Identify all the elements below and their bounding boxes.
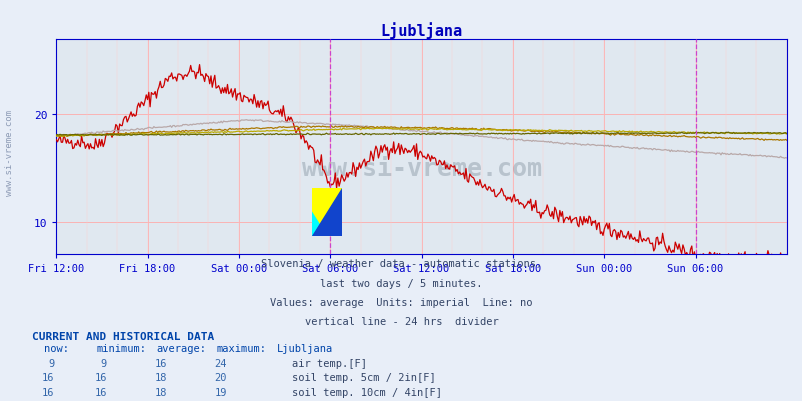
Text: CURRENT AND HISTORICAL DATA: CURRENT AND HISTORICAL DATA	[32, 331, 214, 341]
Text: 16: 16	[154, 358, 167, 368]
Text: 9: 9	[48, 358, 55, 368]
Text: average:: average:	[156, 343, 206, 353]
Polygon shape	[311, 213, 326, 237]
Text: vertical line - 24 hrs  divider: vertical line - 24 hrs divider	[304, 316, 498, 326]
Text: now:: now:	[44, 343, 69, 353]
Text: www.si-vreme.com: www.si-vreme.com	[302, 157, 541, 181]
Text: Ljubljana: Ljubljana	[277, 343, 333, 353]
Text: Slovenia / weather data - automatic stations.: Slovenia / weather data - automatic stat…	[261, 259, 541, 269]
Text: 16: 16	[42, 373, 55, 383]
Text: 18: 18	[154, 387, 167, 397]
Text: last two days / 5 minutes.: last two days / 5 minutes.	[320, 278, 482, 288]
Text: soil temp. 10cm / 4in[F]: soil temp. 10cm / 4in[F]	[292, 387, 442, 397]
Text: 16: 16	[94, 387, 107, 397]
Polygon shape	[311, 188, 342, 237]
Text: 9: 9	[100, 358, 107, 368]
Title: Ljubljana: Ljubljana	[380, 22, 462, 39]
Text: maximum:: maximum:	[217, 343, 266, 353]
Text: soil temp. 5cm / 2in[F]: soil temp. 5cm / 2in[F]	[292, 373, 435, 383]
Text: air temp.[F]: air temp.[F]	[292, 358, 367, 368]
Polygon shape	[311, 188, 342, 237]
Text: Values: average  Units: imperial  Line: no: Values: average Units: imperial Line: no	[270, 297, 532, 307]
Text: 16: 16	[94, 373, 107, 383]
Text: minimum:: minimum:	[96, 343, 146, 353]
Text: 16: 16	[42, 387, 55, 397]
Text: 20: 20	[214, 373, 227, 383]
Text: www.si-vreme.com: www.si-vreme.com	[5, 109, 14, 195]
Text: 19: 19	[214, 387, 227, 397]
Text: 18: 18	[154, 373, 167, 383]
Text: 24: 24	[214, 358, 227, 368]
